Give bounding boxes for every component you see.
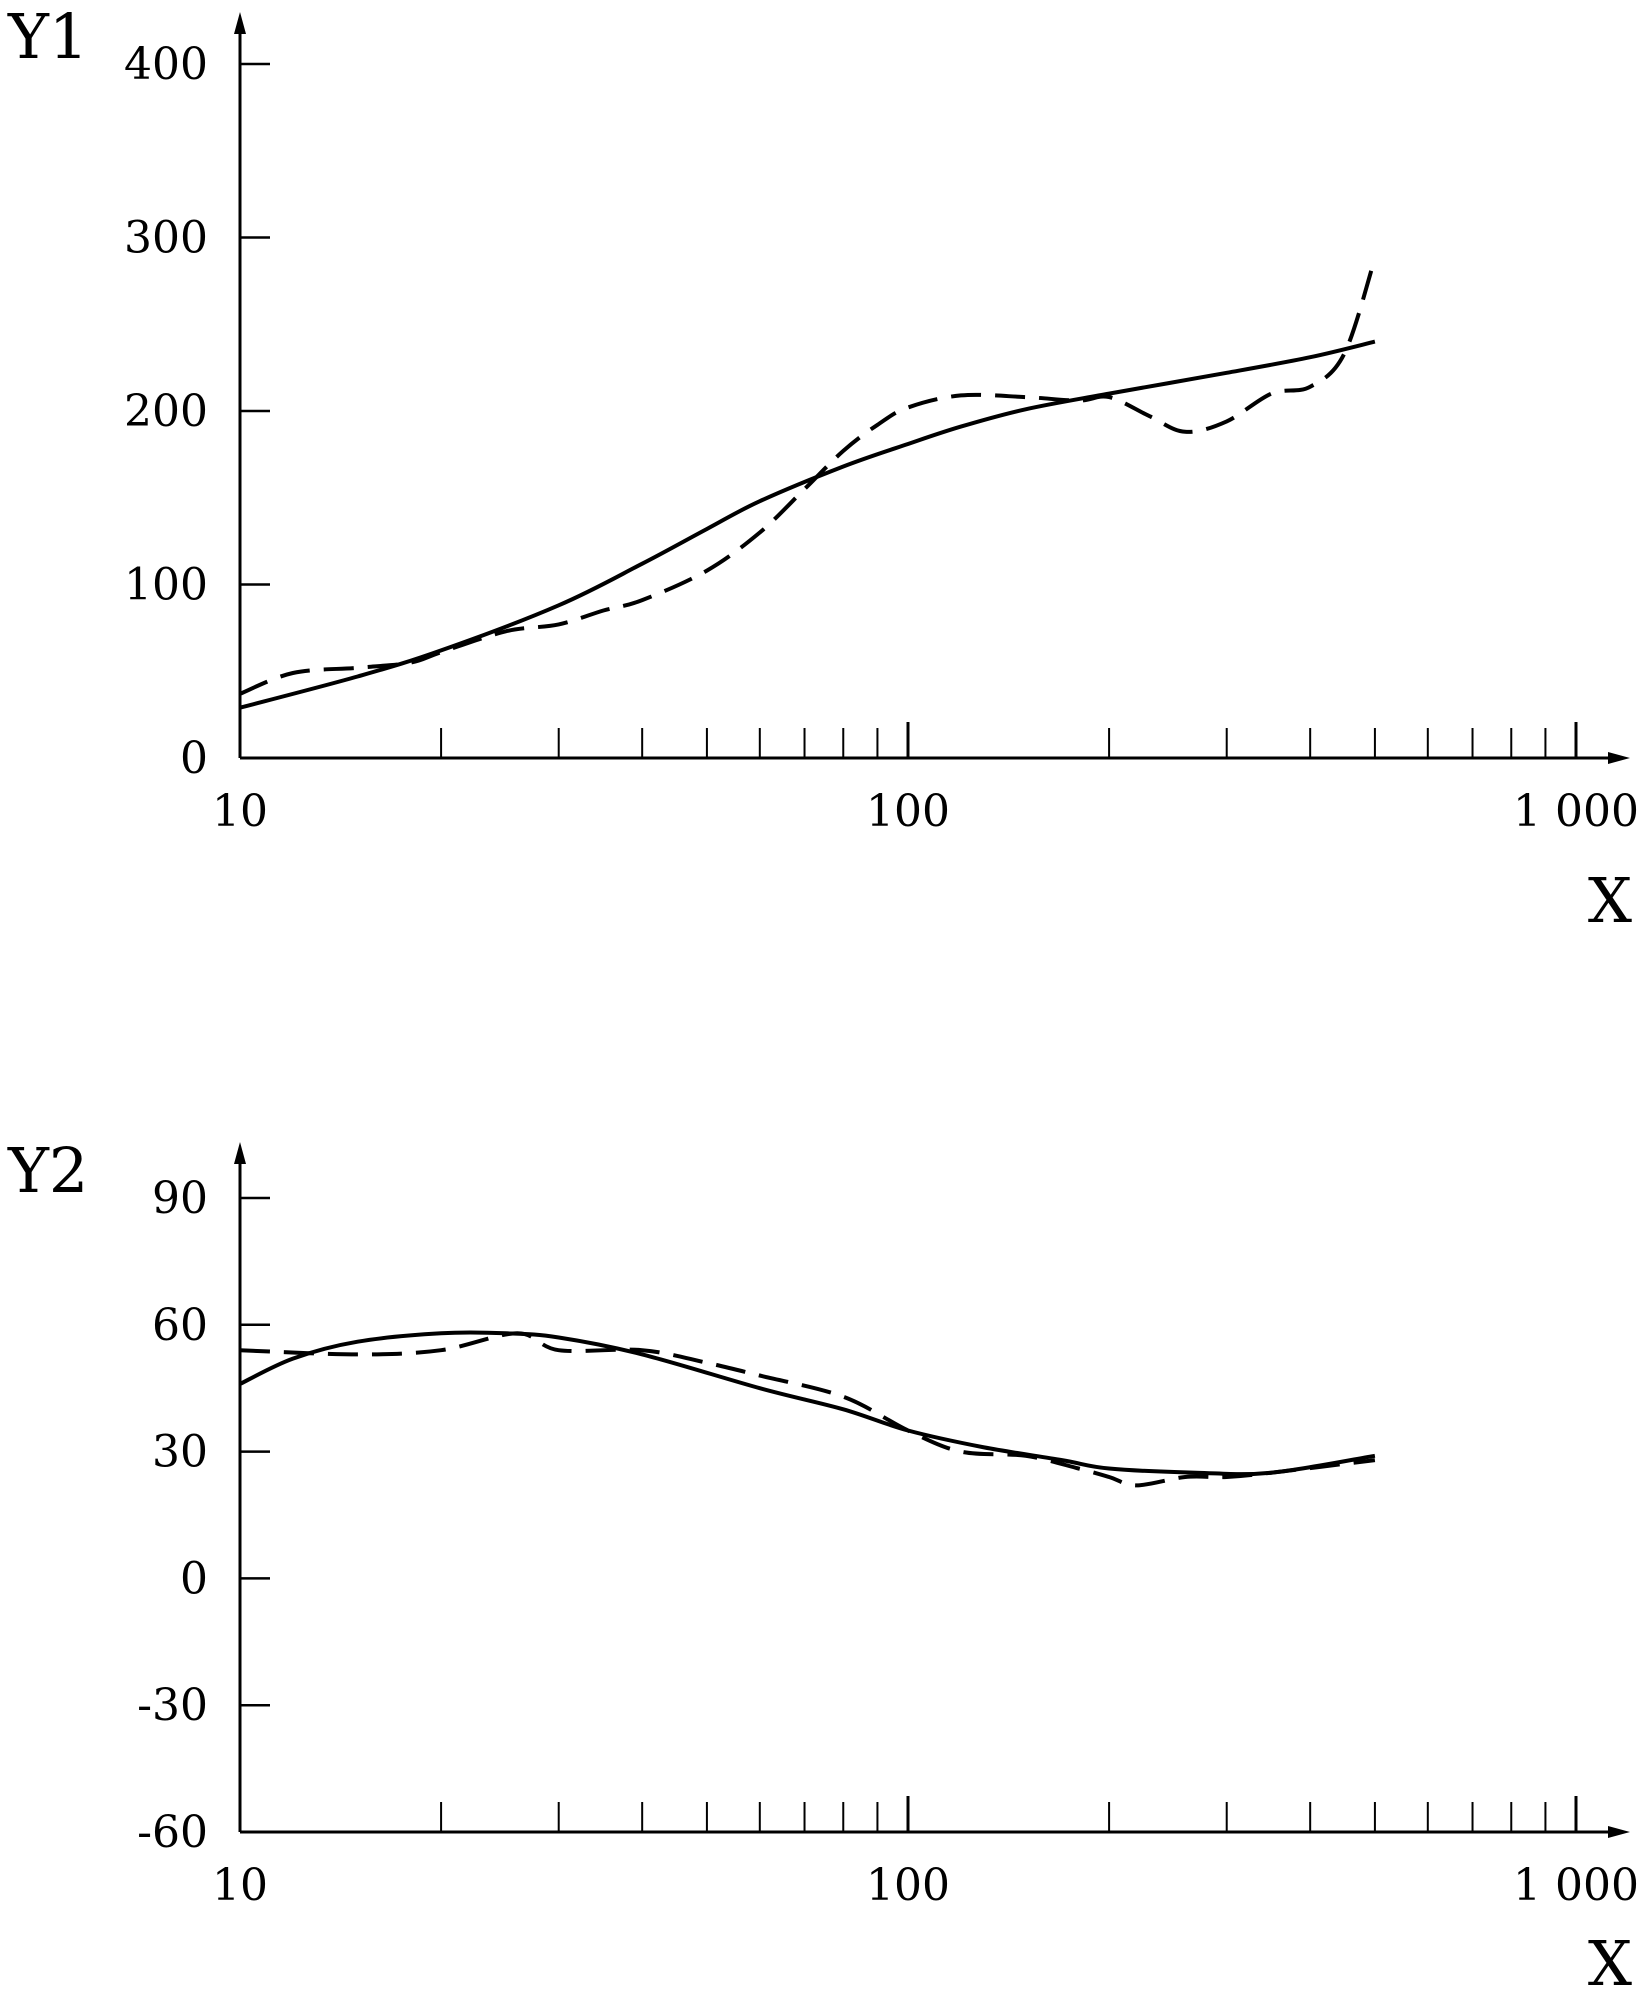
x-axis-arrow (1608, 752, 1630, 764)
y-tick-label: -30 (137, 1680, 208, 1731)
chart-panel-1: 10 100 1 000 0 100 200 300 400 Y1 X (7, 0, 1638, 937)
y-tick-label: 90 (152, 1173, 208, 1224)
y-tick-label: 60 (152, 1300, 208, 1351)
x-tick-label: 100 (866, 1860, 950, 1911)
y-axis-title: Y1 (7, 0, 88, 73)
x-axis-title: X (1588, 1927, 1632, 1995)
series-line-solid (239, 1330, 1376, 1477)
x-tick-label: 1 000 (1513, 1860, 1638, 1911)
y-tick-label: 400 (124, 39, 208, 90)
y-tick-label: -60 (137, 1807, 208, 1858)
y-axis-arrow (234, 12, 246, 34)
y-axis-title: Y2 (7, 1134, 88, 1207)
x-tick-label: 100 (866, 786, 950, 837)
x-axis-arrow (1608, 1826, 1630, 1838)
x-tick-label: 1 000 (1513, 786, 1638, 837)
y-tick-label: 200 (124, 386, 208, 437)
y-tick-label: 100 (124, 560, 208, 611)
y-tick-label: 300 (124, 213, 208, 264)
y-tick-label: 0 (180, 1553, 208, 1604)
series-line-dashed (239, 1331, 1376, 1488)
x-tick-label: 10 (212, 1860, 268, 1911)
chart-panel-2: 10 100 1 000 -60 -30 0 30 60 90 Y2 X (7, 1134, 1638, 1995)
x-axis-title: X (1588, 864, 1632, 937)
series-line-solid (239, 339, 1376, 710)
y-axis-arrow (234, 1142, 246, 1164)
series-line-dashed (239, 257, 1377, 696)
y-tick-label: 0 (180, 733, 208, 784)
x-tick-label: 10 (212, 786, 268, 837)
y-tick-label: 30 (152, 1427, 208, 1478)
